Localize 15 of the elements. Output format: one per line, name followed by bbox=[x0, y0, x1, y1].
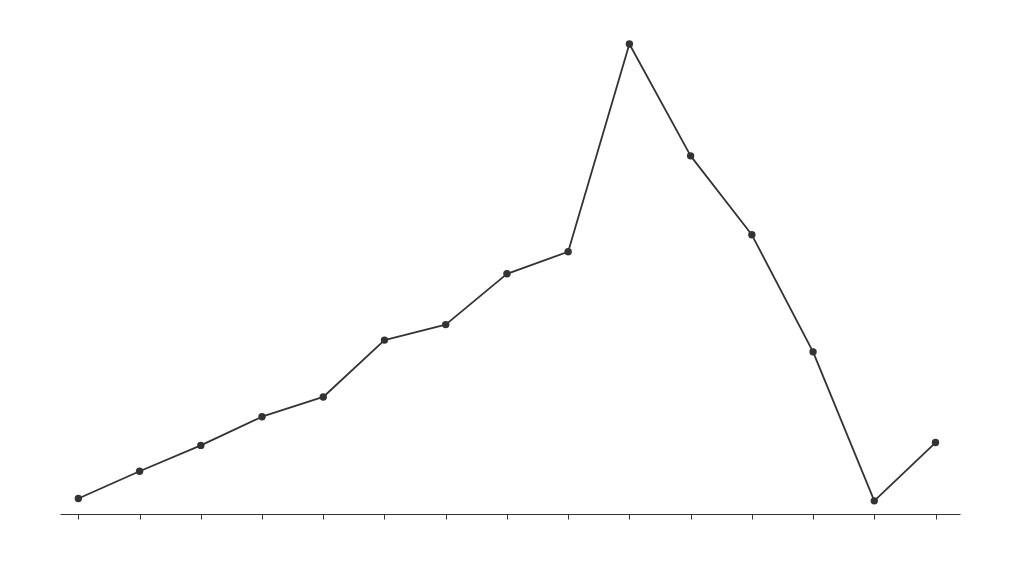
point bbox=[748, 231, 756, 239]
point bbox=[197, 441, 205, 450]
point bbox=[442, 320, 450, 329]
point bbox=[74, 494, 83, 503]
point bbox=[870, 497, 878, 505]
point bbox=[319, 393, 327, 401]
point bbox=[625, 40, 634, 48]
point bbox=[380, 336, 389, 344]
point bbox=[503, 270, 511, 278]
point bbox=[686, 152, 695, 160]
point bbox=[135, 467, 144, 475]
point bbox=[564, 248, 572, 256]
point bbox=[258, 413, 266, 421]
point bbox=[931, 438, 940, 447]
point bbox=[809, 348, 817, 356]
